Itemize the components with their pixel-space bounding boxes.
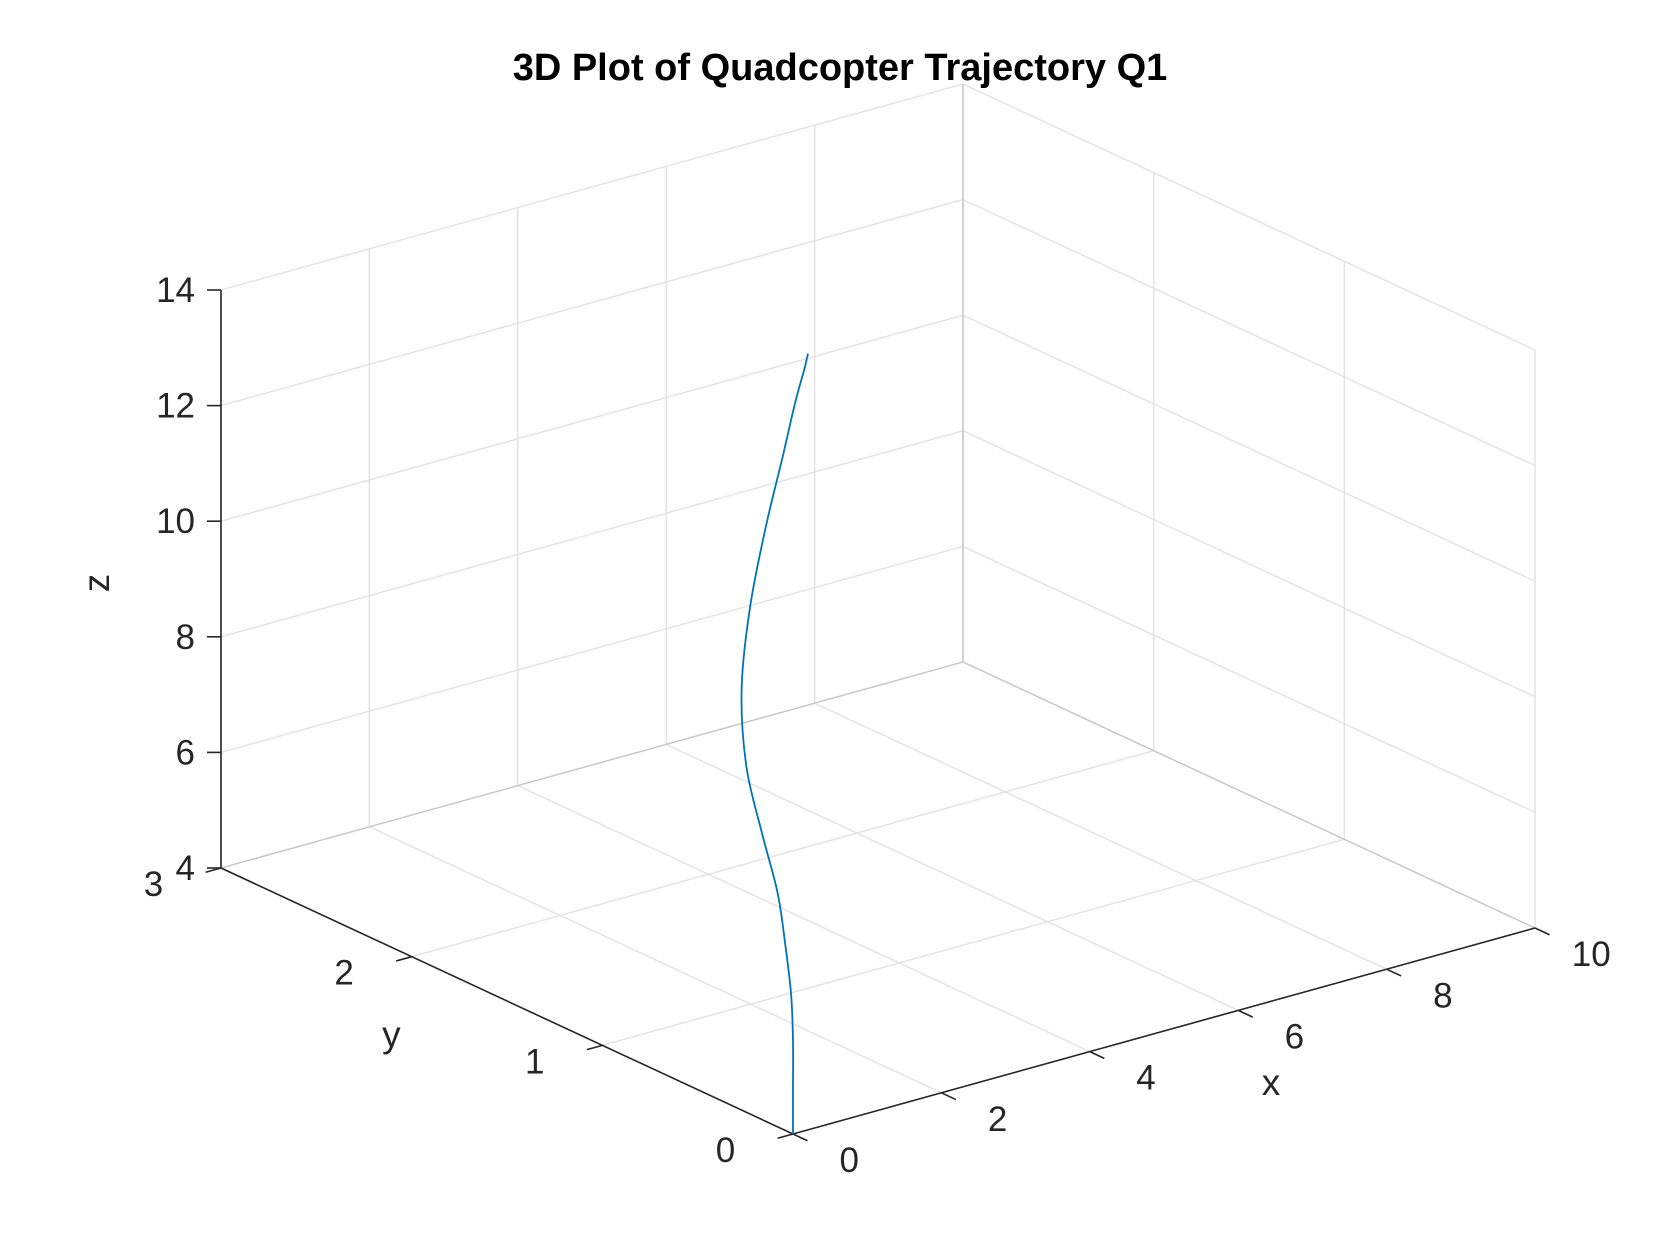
x-tick	[1386, 968, 1402, 977]
wall-x-gridline-z	[962, 83, 1536, 351]
x-axis-line	[792, 927, 1536, 1135]
y-tick-label: 2	[334, 954, 353, 993]
x-tick-label: 2	[988, 1100, 1007, 1139]
x-tick-label: 10	[1572, 935, 1611, 974]
box-edge	[962, 661, 1536, 929]
x-tick-label: 4	[1136, 1059, 1155, 1098]
floor-gridline-x	[517, 784, 1091, 1053]
box-edge	[220, 661, 964, 869]
wall-x-gridline-z	[962, 198, 1536, 467]
z-tick-label: 8	[176, 618, 195, 657]
x-tick	[941, 1092, 957, 1101]
wall-y-gridline-z	[220, 430, 964, 638]
y-tick	[586, 1044, 603, 1051]
wall-x-gridline-z	[962, 545, 1536, 814]
z-tick-label: 4	[176, 849, 195, 888]
z-tick-label: 6	[176, 733, 195, 772]
y-tick-label: 1	[525, 1042, 544, 1081]
wall-y-gridline-z	[220, 545, 964, 754]
floor-gridline-x	[665, 743, 1239, 1012]
z-tick-label: 14	[156, 271, 195, 310]
z-tick-label: 10	[156, 502, 195, 541]
y-tick-label: 0	[716, 1131, 735, 1170]
x-tick	[792, 1133, 808, 1142]
chart-title: 3D Plot of Quadcopter Trajectory Q1	[513, 47, 1168, 89]
trajectory-line	[740, 353, 809, 1134]
wall-x-gridline-z	[962, 314, 1536, 582]
x-tick-label: 0	[839, 1141, 858, 1180]
y-axis-label: y	[382, 1014, 401, 1055]
x-axis-label: x	[1262, 1062, 1281, 1103]
grid-layer	[220, 83, 1536, 1135]
y-tick-label: 3	[144, 865, 163, 904]
wall-x-gridline-z	[962, 430, 1536, 698]
floor-gridline-x	[369, 826, 942, 1094]
floor-gridline-y	[602, 838, 1345, 1047]
wall-y-gridline-z	[220, 314, 964, 522]
axes-layer	[205, 289, 1550, 1142]
series-layer	[740, 353, 809, 1134]
wall-y-gridline-z	[220, 198, 964, 407]
wall-y-gridline-z	[220, 83, 964, 291]
y-axis-line	[220, 867, 794, 1135]
z-axis-label: z	[76, 574, 117, 593]
z-tick-label: 12	[156, 387, 195, 426]
x-tick	[1534, 927, 1550, 936]
y-tick	[396, 955, 412, 962]
floor-gridline-x	[814, 702, 1387, 970]
x-tick-label: 8	[1433, 976, 1452, 1015]
floor-gridline-y	[411, 749, 1154, 958]
x-tick	[1237, 1009, 1254, 1018]
x-tick-label: 6	[1285, 1018, 1304, 1057]
x-tick	[1089, 1050, 1105, 1060]
y-tick	[777, 1133, 794, 1140]
